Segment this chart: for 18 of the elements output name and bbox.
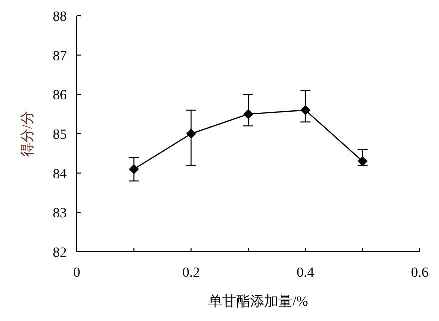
y-tick-label: 86 [53, 88, 67, 104]
y-tick-label: 88 [53, 10, 67, 25]
x-tick-label: 0.6 [411, 266, 429, 281]
y-tick-label: 82 [53, 246, 67, 261]
y-tick-label: 85 [53, 128, 67, 143]
point [186, 129, 196, 139]
x-tick-label: 0 [74, 266, 80, 281]
y-tick-label: 87 [53, 49, 67, 64]
point [358, 156, 368, 167]
y-tick-label: 83 [53, 206, 67, 222]
y-tick-label: 84 [53, 167, 67, 182]
x-tick-label: 0.2 [182, 266, 200, 281]
point [244, 109, 254, 120]
x-axis-title: 单甘酯添加量/% [208, 294, 309, 310]
point [129, 164, 140, 174]
x-tick-label: 0.4 [296, 266, 314, 281]
point [300, 105, 311, 116]
y-axis-title: 得分/分 [20, 111, 36, 157]
